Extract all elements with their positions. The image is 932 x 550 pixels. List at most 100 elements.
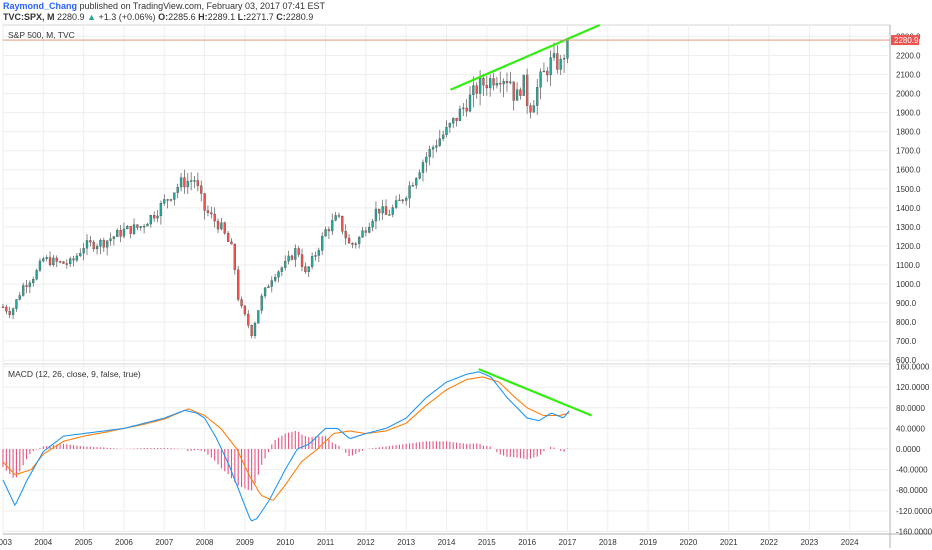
candle-body xyxy=(411,185,415,187)
candle-body xyxy=(515,89,519,101)
candle-body xyxy=(371,220,374,228)
candle-body xyxy=(62,261,65,264)
candle-body xyxy=(200,185,203,194)
time-tick-label: 2018 xyxy=(599,538,617,547)
time-tick-label: 2016 xyxy=(518,538,536,547)
author-link[interactable]: Raymond_Chang xyxy=(3,1,78,11)
candle-body xyxy=(176,186,179,193)
candle-body xyxy=(5,306,8,312)
candle-body xyxy=(139,226,142,228)
candle-body xyxy=(425,156,428,163)
candle-body xyxy=(509,81,512,84)
price-tick-label: 1700.0 xyxy=(896,147,921,156)
last-price-tag-text: 2280.9 xyxy=(894,36,919,45)
time-tick-label: 2010 xyxy=(276,538,294,547)
low-value: 2271.7 xyxy=(246,12,274,22)
candle-body xyxy=(263,287,267,297)
candle-body xyxy=(119,230,122,237)
candle-body xyxy=(505,81,509,84)
price-grid xyxy=(2,25,890,534)
macd-tick-label: 120.0000 xyxy=(896,383,930,392)
candle-body xyxy=(394,200,398,208)
candle-body xyxy=(142,225,146,228)
candle-body xyxy=(250,325,253,336)
price-axis-labels: 600.0 700.0 800.0 900.0 1000.0 1100.0 1200.0 13… xyxy=(896,32,921,365)
time-tick-label: 2024 xyxy=(841,538,859,547)
candle-body xyxy=(240,299,243,307)
last-price-tag xyxy=(891,35,919,46)
candle-body xyxy=(287,255,290,262)
candle-body xyxy=(489,78,492,89)
macd-tick-label: 40.0000 xyxy=(896,424,925,433)
candle-body xyxy=(233,244,236,270)
candle-body xyxy=(48,257,52,266)
candle-body xyxy=(435,145,438,148)
candle-body xyxy=(401,199,404,202)
candle-body xyxy=(213,213,216,222)
candle-body xyxy=(549,57,552,76)
time-tick-label: 2014 xyxy=(438,538,456,547)
macd-tick-label: -120.0000 xyxy=(896,507,932,516)
candle-body xyxy=(216,220,220,230)
up-arrow-icon: ▲ xyxy=(87,12,96,22)
candle-body xyxy=(408,185,411,199)
candle-body xyxy=(310,256,314,267)
macd-trendline[interactable] xyxy=(478,368,593,417)
candle-body xyxy=(294,248,297,260)
candle-body xyxy=(226,233,230,242)
candle-body xyxy=(357,237,361,244)
candle-body xyxy=(122,228,126,237)
candle-body xyxy=(512,81,515,101)
time-tick-label: 2003 xyxy=(0,538,12,547)
candle-body xyxy=(542,70,546,73)
candle-body xyxy=(129,226,132,234)
candle-body xyxy=(112,236,116,239)
time-tick-label: 2011 xyxy=(317,538,335,547)
candle-body xyxy=(257,310,260,324)
candle-body xyxy=(374,208,378,222)
price-trendline[interactable] xyxy=(450,23,601,91)
candle-body xyxy=(458,108,462,121)
macd-tick-label: 80.0000 xyxy=(896,404,925,413)
time-tick-label: 2012 xyxy=(357,538,375,547)
time-tick-label: 2019 xyxy=(639,538,657,547)
candle-body xyxy=(368,227,371,233)
candle-body xyxy=(428,149,431,158)
candle-body xyxy=(465,107,468,112)
candle-body xyxy=(431,147,435,150)
time-tick-label: 2023 xyxy=(800,538,818,547)
time-tick-label: 2022 xyxy=(760,538,778,547)
candle-body xyxy=(206,210,210,213)
candle-body xyxy=(519,89,522,96)
candle-body xyxy=(384,206,388,215)
price-tick-label: 1800.0 xyxy=(896,128,921,137)
published-text: published on TradingView.com, February 0… xyxy=(79,1,326,11)
time-tick-label: 2009 xyxy=(236,538,254,547)
candle-body xyxy=(22,285,25,296)
candle-body xyxy=(552,53,556,58)
candle-body xyxy=(455,117,458,121)
candle-body xyxy=(179,177,183,188)
candle-body xyxy=(566,39,569,59)
macd-tick-label: 0.0000 xyxy=(896,445,921,454)
candle-body xyxy=(153,215,156,219)
candle-body xyxy=(337,215,341,217)
time-tick-label: 2005 xyxy=(75,538,93,547)
candle-body xyxy=(304,266,307,273)
price-tick-label: 800.0 xyxy=(896,318,917,327)
price-pane-title: S&P 500, M, TVC xyxy=(8,30,75,40)
candle-body xyxy=(203,193,206,211)
macd-axis-labels: 160.0000 120.0000 80.0000 40.0000 0.0000 -40.… xyxy=(896,363,932,537)
candle-body xyxy=(58,261,62,263)
candle-body xyxy=(193,180,196,182)
candle-body xyxy=(15,299,18,309)
candle-body xyxy=(75,255,79,261)
candle-body xyxy=(314,255,317,257)
candle-body xyxy=(132,224,136,234)
trendlines[interactable] xyxy=(450,23,601,417)
candle-body xyxy=(52,257,55,266)
candle-body xyxy=(109,238,112,241)
symbol-label: TVC:SPX, M xyxy=(3,12,55,22)
candle-body xyxy=(18,295,21,300)
